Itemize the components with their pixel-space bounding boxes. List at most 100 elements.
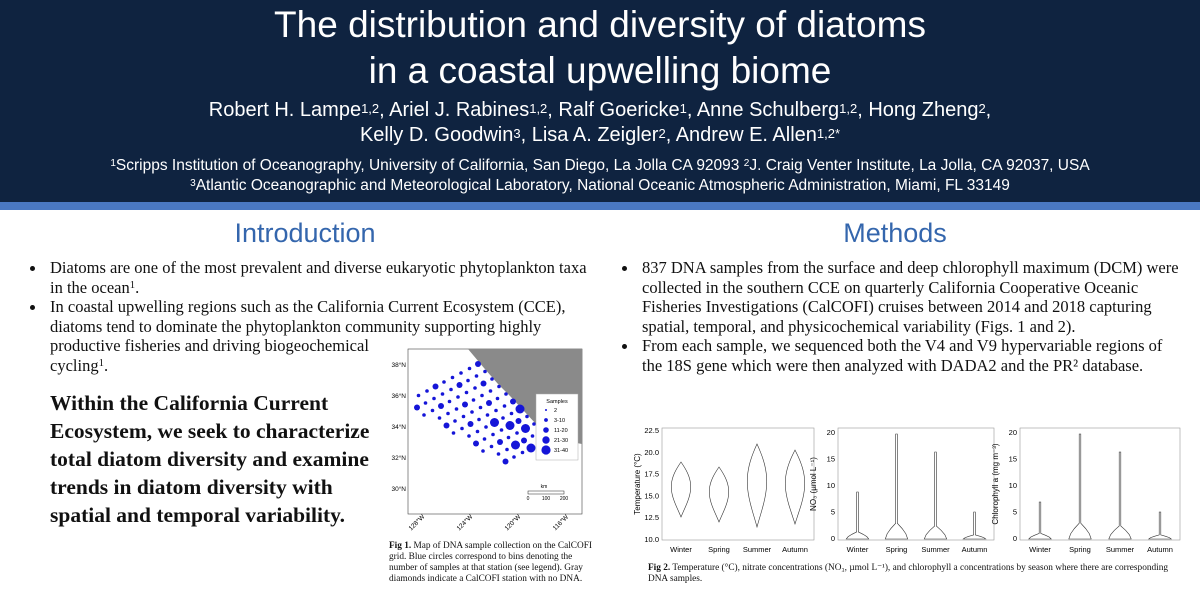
caption: Fig 2. Temperature (°C), nitrate concent… — [648, 563, 1188, 585]
station — [450, 375, 455, 380]
separator: , — [985, 99, 992, 121]
x-tick-label: Spring — [708, 545, 730, 554]
affiliation-mark: 2 — [743, 158, 750, 169]
station — [430, 408, 435, 413]
station — [442, 380, 446, 384]
separator: , — [686, 99, 693, 121]
caption-label: Fig 1. — [389, 540, 412, 551]
bullet-text: From each sample, we sequenced both the … — [642, 336, 1163, 375]
figure-2: 22.5 20.0 17.5 15.0 12.5 10.0 Temperature (°C)… — [633, 426, 1181, 554]
author-line: Robert H. Lampe1,2, Ariel J. Rabines1,2,… — [0, 98, 1200, 123]
y-tick-label: 10 — [827, 481, 835, 490]
author-name: Anne Schulberg — [696, 99, 840, 121]
header: The distribution and diversity of diatom… — [0, 0, 1200, 202]
station — [456, 382, 463, 388]
violin — [784, 449, 806, 525]
station — [490, 418, 499, 427]
station — [483, 369, 487, 374]
y-tick-label: 15 — [827, 455, 835, 464]
violin — [670, 461, 692, 518]
violin — [1028, 501, 1052, 540]
y-tick-label: 15.0 — [644, 491, 659, 500]
y-tick-label: 10.0 — [644, 535, 659, 544]
lon-label: 124°W — [455, 512, 475, 532]
y-tick-label: 10 — [1009, 481, 1017, 490]
x-tick-label: Summer — [1106, 545, 1135, 554]
figure-1: 38°N 36°N 34°N 32°N 30°N 128°W 124°W 120°W 116°W… — [386, 344, 598, 584]
station — [477, 417, 481, 422]
violin — [1108, 451, 1132, 540]
x-tick-label: Autumn — [782, 545, 808, 554]
violin — [884, 433, 909, 540]
violin — [746, 443, 768, 529]
station — [509, 411, 514, 416]
station — [446, 411, 450, 416]
scale-unit: km — [541, 484, 548, 490]
x-tick-label: Spring — [886, 545, 908, 554]
bullet: Diatoms are one of the most prevalent an… — [28, 258, 598, 297]
y-axis-label: NO₃ (µmol L⁻¹) — [809, 457, 818, 511]
station — [474, 374, 479, 378]
affiliations: 1Scripps Institution of Oceanography, Un… — [0, 156, 1200, 196]
lat-label: 32°N — [391, 454, 406, 462]
station — [460, 426, 464, 431]
header-stripe — [0, 202, 1200, 210]
affiliation-mark: 3 — [513, 126, 521, 141]
x-tick-label: Summer — [921, 545, 950, 554]
violin — [1147, 511, 1173, 540]
caption-text: Temperature (°C), nitrate concentrations… — [648, 563, 1169, 584]
station — [425, 389, 429, 393]
affiliation: J. Craig Venter Institute, La Jolla, CA … — [749, 157, 1090, 174]
scale-tick: 0 — [527, 496, 530, 502]
legend-label: 21-30 — [554, 438, 568, 444]
station — [511, 440, 520, 450]
affiliation-line: 1Scripps Institution of Oceanography, Un… — [0, 156, 1200, 176]
affiliation-mark: 1,2 — [839, 101, 858, 116]
station — [494, 408, 498, 413]
y-tick-label: 5 — [1013, 508, 1017, 517]
author-name: Robert H. Lampe — [208, 99, 362, 121]
station — [505, 421, 515, 430]
x-tick-label: Summer — [743, 545, 772, 554]
author-line: Kelly D. Goodwin3, Lisa A. Zeigler2, And… — [0, 123, 1200, 148]
map: 38°N 36°N 34°N 32°N 30°N 128°W 124°W 120°W 116°W… — [391, 348, 583, 532]
lon-label: 120°W — [503, 512, 523, 532]
station — [464, 390, 469, 395]
station — [497, 439, 503, 445]
station — [510, 398, 516, 405]
station — [447, 399, 452, 404]
x-tick-label: Autumn — [1147, 545, 1173, 554]
station — [453, 419, 457, 423]
station — [449, 387, 453, 392]
y-tick-label: 20.0 — [644, 448, 659, 457]
station — [485, 413, 490, 417]
panel-frame — [837, 427, 995, 541]
scale-tick: 100 — [542, 496, 551, 502]
station — [521, 424, 530, 433]
station — [416, 393, 421, 398]
station — [499, 428, 504, 432]
station — [496, 452, 501, 456]
station — [480, 393, 484, 398]
violin — [845, 491, 870, 540]
bullet-text: Diatoms are one of the most prevalent an… — [50, 258, 587, 297]
legend-label: 3-10 — [554, 418, 565, 424]
legend-swatch — [543, 427, 549, 433]
affiliation-mark: 2 — [658, 126, 666, 141]
caption-text: Map of DNA sample collection on the CalC… — [389, 540, 592, 584]
station — [437, 416, 442, 420]
station — [515, 418, 522, 424]
station — [414, 404, 420, 411]
lon-label: 128°W — [407, 512, 427, 532]
station — [467, 421, 474, 427]
station — [432, 383, 439, 390]
station — [521, 437, 527, 444]
station — [473, 440, 479, 447]
station — [530, 434, 535, 438]
station — [462, 401, 468, 408]
station — [471, 398, 476, 402]
station — [467, 366, 472, 371]
legend-swatch — [542, 436, 550, 444]
station — [475, 361, 481, 367]
